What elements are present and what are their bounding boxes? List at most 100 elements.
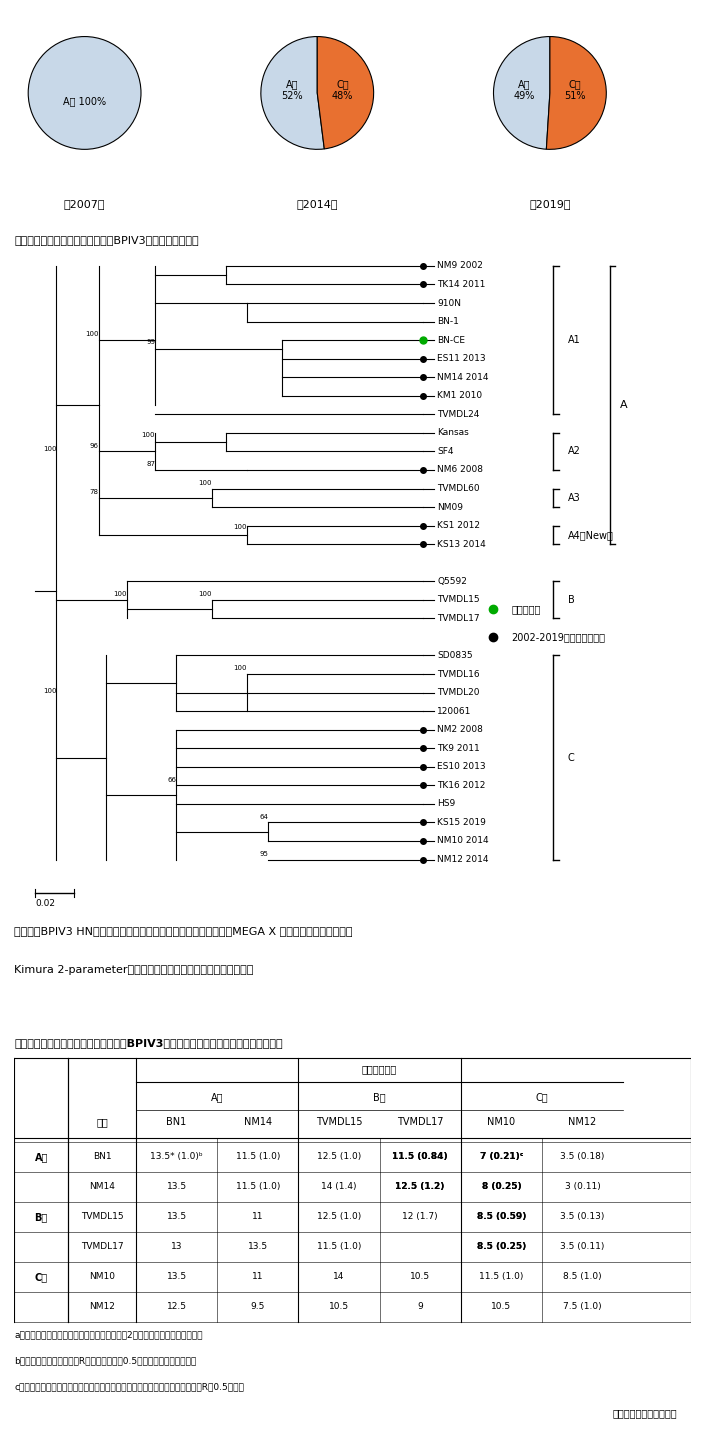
Text: 12.5 (1.0): 12.5 (1.0) — [317, 1153, 361, 1161]
Text: 12.5 (1.0): 12.5 (1.0) — [317, 1213, 361, 1221]
Text: C型
48%: C型 48% — [332, 79, 353, 102]
Text: Kansas: Kansas — [437, 429, 469, 438]
Text: 99: 99 — [146, 339, 155, 345]
Text: 9.5: 9.5 — [250, 1303, 265, 1311]
Text: 8 (0.25): 8 (0.25) — [482, 1183, 521, 1191]
Text: （熊谷飛鳥、畠間真一）: （熊谷飛鳥、畠間真一） — [613, 1409, 678, 1419]
Text: NM10: NM10 — [487, 1117, 515, 1127]
Text: 100: 100 — [142, 432, 155, 438]
Text: 7 (0.21)ᶜ: 7 (0.21)ᶜ — [479, 1153, 523, 1161]
Text: TVMDL15: TVMDL15 — [81, 1213, 123, 1221]
Text: 11: 11 — [252, 1273, 264, 1281]
Text: NM12: NM12 — [89, 1303, 115, 1311]
Text: 2002-2019年　日本分離株: 2002-2019年 日本分離株 — [511, 632, 605, 642]
Text: A型: A型 — [211, 1093, 223, 1103]
Text: Q5592: Q5592 — [437, 576, 467, 586]
Text: BN-CE: BN-CE — [437, 336, 465, 345]
Text: c　太字及びアンダーラインは、抗原の類似性が低い組み合わせを示す。　（R値0.5未満）: c 太字及びアンダーラインは、抗原の類似性が低い組み合わせを示す。 （R値0.5… — [14, 1381, 244, 1391]
Text: 13.5: 13.5 — [247, 1243, 268, 1251]
Text: 13: 13 — [171, 1243, 183, 1251]
Text: 図２．　BPIV3 HN遺伝子の塩基配列を基に作成した分子系統樹。MEGA X を使って、近隣結合法、: 図２． BPIV3 HN遺伝子の塩基配列を基に作成した分子系統樹。MEGA X … — [14, 927, 352, 935]
Text: C型: C型 — [35, 1271, 48, 1281]
Text: A4（New）: A4（New） — [568, 531, 613, 541]
Text: B型: B型 — [373, 1093, 386, 1103]
Text: 100: 100 — [233, 665, 247, 671]
Wedge shape — [317, 37, 374, 149]
Text: 100: 100 — [198, 480, 212, 486]
Text: 3.5 (0.18): 3.5 (0.18) — [560, 1153, 605, 1161]
Text: KM1 2010: KM1 2010 — [437, 392, 482, 400]
Text: 0.02: 0.02 — [35, 899, 55, 908]
Text: A1: A1 — [568, 335, 580, 345]
Text: C型: C型 — [536, 1093, 548, 1103]
Text: 11.5 (1.0): 11.5 (1.0) — [317, 1243, 361, 1251]
Text: 13.5: 13.5 — [166, 1273, 187, 1281]
Text: C型
51%: C型 51% — [565, 79, 586, 102]
Text: 12 (1.7): 12 (1.7) — [403, 1213, 438, 1221]
Text: 100: 100 — [85, 332, 99, 337]
Text: A型
52%: A型 52% — [281, 79, 302, 102]
Text: 11.5 (1.0): 11.5 (1.0) — [479, 1273, 524, 1281]
Text: B型: B型 — [35, 1211, 48, 1221]
Text: TVMDL17: TVMDL17 — [437, 613, 479, 623]
Text: a　細胞変性効果を阻害した最大希釈倍率　を2を底とした際の乗数で示す。: a 細胞変性効果を阻害した最大希釈倍率 を2を底とした際の乗数で示す。 — [14, 1330, 202, 1338]
Text: TK16 2012: TK16 2012 — [437, 781, 486, 789]
Text: ～2007年: ～2007年 — [64, 199, 105, 209]
Text: KS15 2019: KS15 2019 — [437, 818, 486, 827]
Text: 100: 100 — [43, 446, 56, 452]
Text: ～2014年: ～2014年 — [297, 199, 338, 209]
Text: 8.5 (0.59): 8.5 (0.59) — [477, 1213, 526, 1221]
Text: KS1 2012: KS1 2012 — [437, 521, 480, 531]
Text: 64: 64 — [259, 814, 268, 819]
Text: 12.5 (1.2): 12.5 (1.2) — [396, 1183, 445, 1191]
Text: 8 (0.25): 8 (0.25) — [482, 1183, 521, 1191]
Text: 13.5* (1.0)ᵇ: 13.5* (1.0)ᵇ — [150, 1153, 203, 1161]
Text: TVMDL60: TVMDL60 — [437, 483, 479, 493]
Text: NM12: NM12 — [568, 1117, 596, 1127]
Text: TK14 2011: TK14 2011 — [437, 280, 486, 289]
Text: NM6 2008: NM6 2008 — [437, 466, 483, 475]
Text: A2: A2 — [568, 446, 580, 456]
Text: 8.5 (0.25): 8.5 (0.25) — [477, 1243, 526, 1251]
Text: TVMDL17: TVMDL17 — [397, 1117, 443, 1127]
Text: 図１．　各年度までに分離されたBPIV3遺伝子型の割合。: 図１． 各年度までに分離されたBPIV3遺伝子型の割合。 — [14, 235, 199, 245]
Text: 66: 66 — [167, 776, 176, 782]
Text: NM10 2014: NM10 2014 — [437, 837, 489, 845]
Text: 12.5: 12.5 — [166, 1303, 187, 1311]
Text: NM9 2002: NM9 2002 — [437, 262, 483, 270]
Text: 10.5: 10.5 — [491, 1303, 511, 1311]
Text: NM2 2008: NM2 2008 — [437, 725, 483, 734]
Text: TVMDL15: TVMDL15 — [437, 595, 479, 605]
Text: 87: 87 — [146, 462, 155, 468]
Wedge shape — [28, 37, 141, 149]
Text: NM12 2014: NM12 2014 — [437, 855, 489, 864]
Text: C: C — [568, 752, 575, 762]
Text: 株名: 株名 — [96, 1117, 108, 1127]
Text: 8.5 (0.25): 8.5 (0.25) — [477, 1243, 526, 1251]
Text: 3.5 (0.13): 3.5 (0.13) — [560, 1213, 605, 1221]
Wedge shape — [261, 37, 324, 149]
Text: 8.5 (0.59): 8.5 (0.59) — [477, 1213, 526, 1221]
Text: NM14: NM14 — [89, 1183, 115, 1191]
Text: 7.5 (1.0): 7.5 (1.0) — [563, 1303, 602, 1311]
Text: 3.5 (0.11): 3.5 (0.11) — [560, 1243, 605, 1251]
Text: 120061: 120061 — [437, 706, 472, 715]
Text: NM14 2014: NM14 2014 — [437, 373, 489, 382]
Text: ES10 2013: ES10 2013 — [437, 762, 486, 771]
Text: A型: A型 — [35, 1151, 48, 1161]
Text: SF4: SF4 — [437, 448, 453, 456]
Text: SD0835: SD0835 — [437, 651, 473, 661]
Text: ～2019年: ～2019年 — [529, 199, 570, 209]
Text: TVMDL16: TVMDL16 — [437, 669, 479, 678]
Text: NM09: NM09 — [437, 502, 463, 512]
Text: HS9: HS9 — [437, 799, 455, 808]
Text: 11.5 (1.0): 11.5 (1.0) — [235, 1183, 280, 1191]
Text: 高度免疫血清: 高度免疫血清 — [362, 1065, 397, 1074]
Text: 表１．　ウサギ高度免疫血清を用いたBPIV3各遺伝子型代表株に対する中和抗体価。: 表１． ウサギ高度免疫血清を用いたBPIV3各遺伝子型代表株に対する中和抗体価。 — [14, 1038, 283, 1048]
Text: ES11 2013: ES11 2013 — [437, 355, 486, 363]
Text: 14 (1.4): 14 (1.4) — [321, 1183, 357, 1191]
Text: A3: A3 — [568, 493, 580, 503]
Text: TVMDL20: TVMDL20 — [437, 688, 479, 696]
Text: A: A — [620, 400, 628, 410]
Text: A型
49%: A型 49% — [514, 79, 535, 102]
